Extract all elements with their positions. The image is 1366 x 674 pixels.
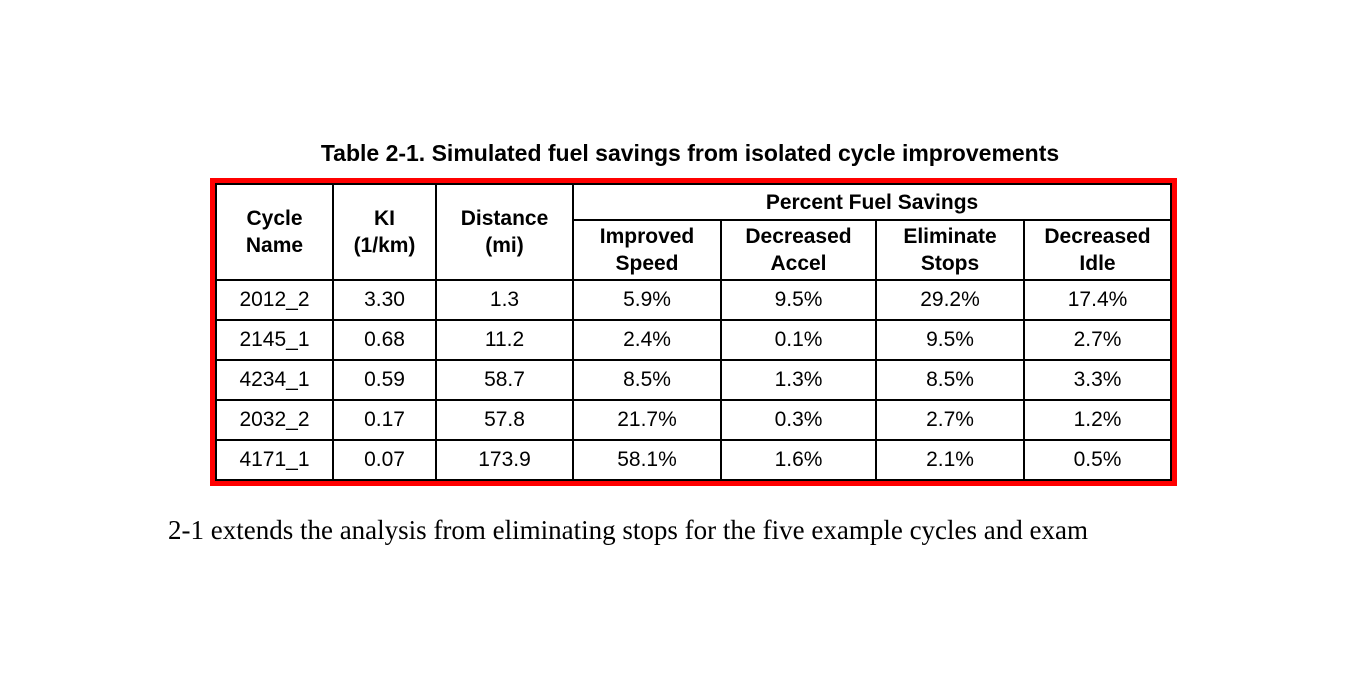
cell-decreased-accel: 1.3% (720, 359, 877, 401)
cell-improved-speed: 2.4% (572, 319, 722, 361)
header-row-group: Cycle Name KI (1/km) Distance (mi) Perce… (215, 183, 1173, 281)
cell-decreased-accel: 0.1% (720, 319, 877, 361)
cell-distance: 1.3 (435, 279, 574, 321)
table-row: 2145_1 0.68 11.2 2.4% 0.1% 9.5% 2.7% (215, 319, 1173, 361)
cell-eliminate-stops: 9.5% (875, 319, 1025, 361)
column-header-ki: KI (1/km) (332, 183, 437, 281)
header-row-sub: Improved Speed Decreased Accel Eliminate… (216, 219, 1173, 281)
cell-eliminate-stops: 2.7% (875, 399, 1025, 441)
cell-decreased-accel: 1.6% (720, 439, 877, 481)
cell-distance: 173.9 (435, 439, 574, 481)
fuel-savings-table: Cycle Name KI (1/km) Distance (mi) Perce… (210, 178, 1178, 486)
cell-cycle-name: 2145_1 (215, 319, 334, 361)
cell-improved-speed: 21.7% (572, 399, 722, 441)
body-text: 2-1 extends the analysis from eliminatin… (168, 515, 1088, 545)
cell-cycle-name: 2012_2 (215, 279, 334, 321)
cell-decreased-idle: 17.4% (1022, 279, 1173, 321)
cell-decreased-idle: 1.2% (1022, 399, 1173, 441)
cell-decreased-idle: 3.3% (1022, 359, 1173, 401)
cell-ki: 0.59 (332, 359, 437, 401)
cell-cycle-name: 2032_2 (215, 399, 334, 441)
cell-improved-speed: 8.5% (572, 359, 722, 401)
cell-cycle-name: 4234_1 (215, 359, 334, 401)
column-header-decreased-idle: Decreased Idle (1022, 219, 1173, 281)
cell-ki: 0.17 (332, 399, 437, 441)
cell-ki: 3.30 (332, 279, 437, 321)
cell-eliminate-stops: 29.2% (875, 279, 1025, 321)
table-row: 2012_2 3.30 1.3 5.9% 9.5% 29.2% 17.4% (215, 279, 1173, 321)
column-header-improved-speed: Improved Speed (572, 219, 722, 281)
column-header-cycle-name: Cycle Name (215, 183, 334, 281)
cell-decreased-accel: 9.5% (720, 279, 877, 321)
cell-improved-speed: 5.9% (572, 279, 722, 321)
cell-improved-speed: 58.1% (572, 439, 722, 481)
column-group-header-percent-fuel-savings: Percent Fuel Savings (571, 183, 1173, 221)
table-row: 2032_2 0.17 57.8 21.7% 0.3% 2.7% 1.2% (215, 399, 1173, 441)
cell-cycle-name: 4171_1 (215, 439, 334, 481)
cell-distance: 11.2 (435, 319, 574, 361)
cell-eliminate-stops: 8.5% (875, 359, 1025, 401)
column-header-distance: Distance (mi) (435, 183, 574, 281)
column-header-decreased-accel: Decreased Accel (720, 219, 877, 281)
table-caption: Table 2-1. Simulated fuel savings from i… (320, 140, 1060, 166)
cell-distance: 58.7 (435, 359, 574, 401)
cell-distance: 57.8 (435, 399, 574, 441)
column-header-eliminate-stops: Eliminate Stops (875, 219, 1025, 281)
cell-decreased-idle: 2.7% (1022, 319, 1173, 361)
cell-decreased-idle: 0.5% (1022, 439, 1173, 481)
data-table: Cycle Name KI (1/km) Distance (mi) Perce… (215, 183, 1173, 481)
cell-ki: 0.68 (332, 319, 437, 361)
cell-eliminate-stops: 2.1% (875, 439, 1025, 481)
cell-decreased-accel: 0.3% (720, 399, 877, 441)
table-row: 4234_1 0.59 58.7 8.5% 1.3% 8.5% 3.3% (215, 359, 1173, 401)
cell-ki: 0.07 (332, 439, 437, 481)
table-row: 4171_1 0.07 173.9 58.1% 1.6% 2.1% 0.5% (215, 439, 1173, 481)
